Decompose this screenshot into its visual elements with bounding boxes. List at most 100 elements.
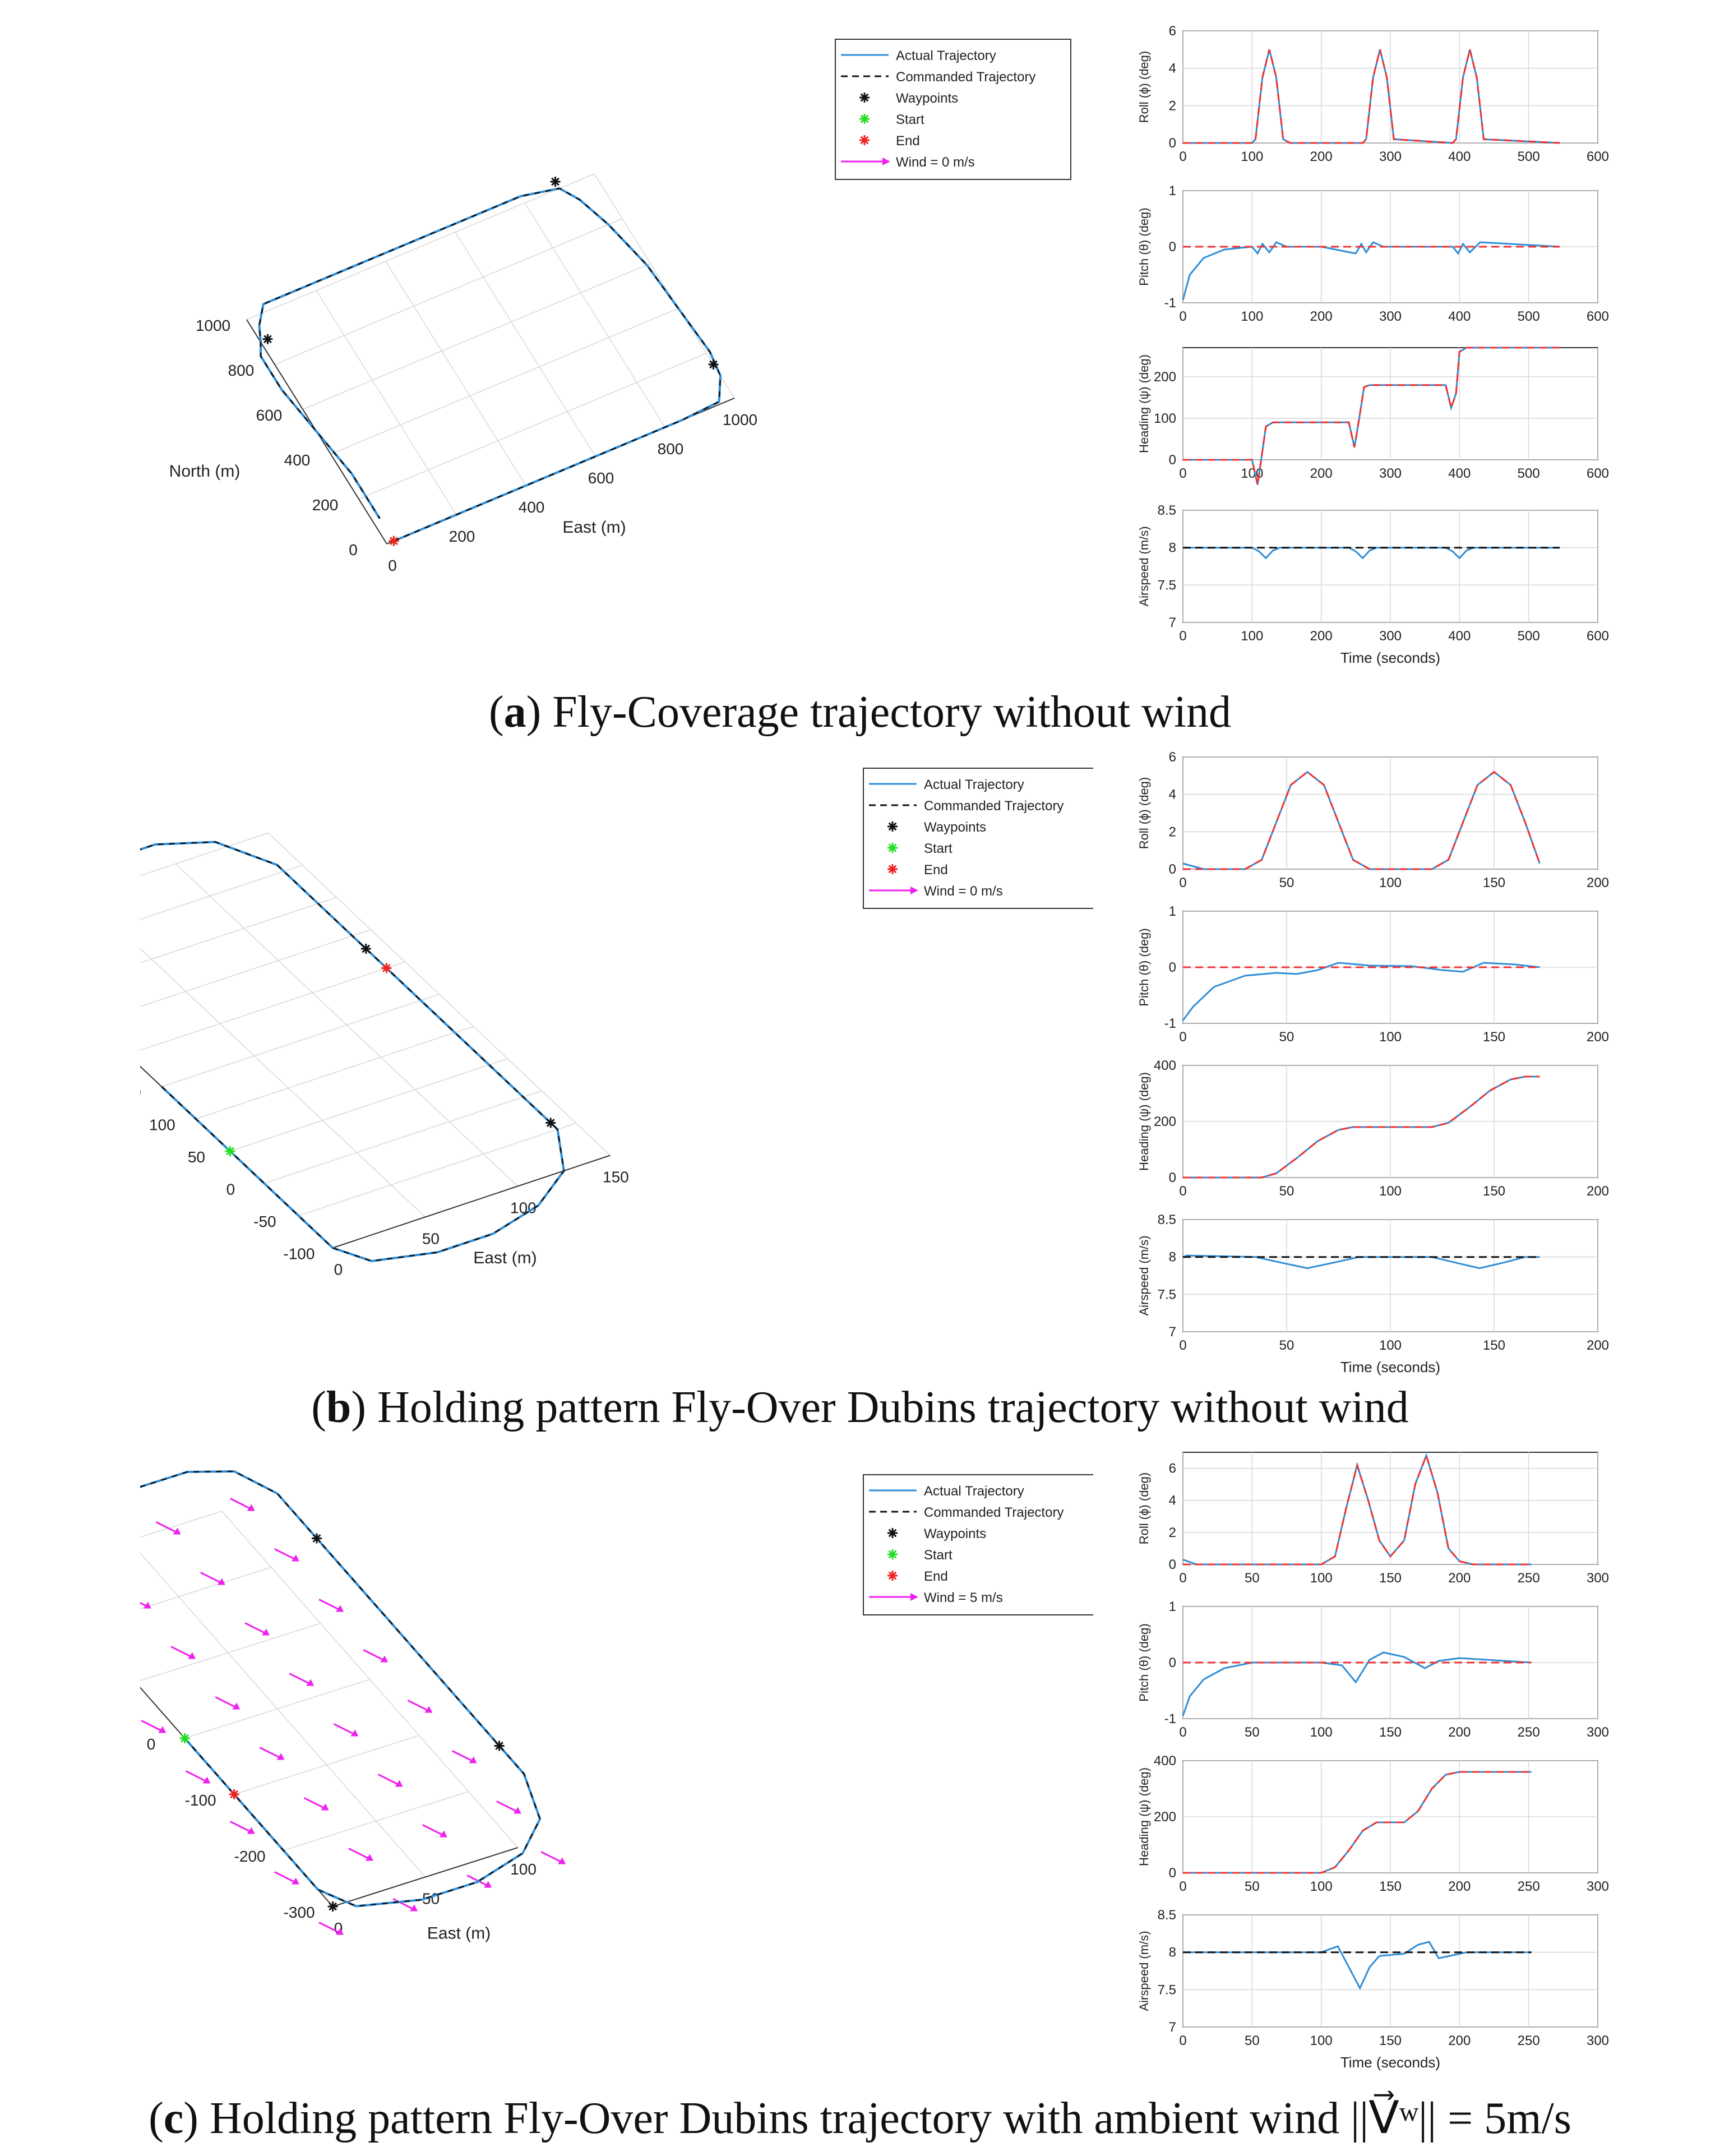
wind-arrow [185,1770,209,1783]
y-tick-label: 200 [1154,1114,1176,1129]
y-tick-label: 7.5 [1158,578,1176,593]
north-tick-label: -100 [283,1245,315,1263]
end-marker-stroke [382,964,391,972]
actual-trajectory-line [258,187,722,542]
x-tick-label: 150 [1379,1879,1402,1894]
wind-arrowhead [143,1601,151,1609]
wind-arrow [422,1824,446,1837]
legend-label: Actual Trajectory [924,777,1024,792]
floor-gridline [140,865,303,920]
roll-chart-b: 0 50 100 150 200 0 2 4 6 Roll (ϕ) (deg) [1137,751,1609,890]
waypoint-marker-stroke [329,1902,337,1911]
floor-gridline [140,1567,271,1610]
north-tick-label: 800 [228,362,255,379]
y-tick-label: 0 [1169,239,1176,255]
legend-swatch-marker [887,1528,898,1538]
legend-swatch-marker [887,864,898,874]
floor-gridline [184,1679,370,1739]
y-tick-label: 8.5 [1158,1214,1176,1227]
x-tick-label: 150 [1483,875,1505,890]
y-axis-label: Airspeed (m/s) [1137,1931,1151,2011]
north-axis-line [140,1065,334,1249]
x-tick-label: 200 [1448,1879,1471,1894]
legend-label: Wind = 5 m/s [924,1590,1003,1605]
wind-arrow [363,1649,386,1662]
y-tick-label: 6 [1169,751,1176,765]
roll-chart-a: 0 100 200 300 400 500 600 0 2 4 6 Roll (ϕ) (deg) [1137,25,1609,164]
floor-gridline [140,1623,321,1682]
wind-arrow [540,1851,564,1864]
wind-arrowhead [262,1628,270,1636]
legend-box [863,1474,1093,1615]
x-tick-label: 0 [1179,149,1186,164]
wind-arrowhead [158,1726,167,1733]
y-tick-label: 8 [1169,541,1176,556]
y-axis-label: Heading (ψ) (deg) [1137,354,1151,453]
y-tick-label: 6 [1169,25,1176,39]
wind-arrow [259,1747,283,1760]
x-tick-label: 50 [1245,1725,1260,1740]
north-tick-label: 400 [284,451,311,469]
east-tick-label: 400 [519,498,545,516]
actual-series-line [1183,547,1560,560]
wind-arrowhead [513,1807,521,1814]
actual-series-line [1183,1941,1532,1991]
y-tick-label: 2 [1169,1525,1176,1540]
commanded-trajectory-line [140,841,565,1262]
east-axis-label: East (m) [473,1249,537,1267]
y-tick-label: 4 [1169,61,1176,76]
start-marker-stroke [181,1734,189,1743]
legend-label: Commanded Trajectory [924,1505,1064,1520]
airspeed-chart-c: 0 50 100 150 200 250 300 7 7.5 8 8.5 Airspeed (m/s)… [1137,1909,1609,2071]
x-tick-label: 100 [1310,1571,1333,1586]
y-tick-label: 400 [1154,1755,1176,1769]
end-marker [389,535,399,546]
commanded-series-line [1183,1453,1532,1566]
east-tick-label: 50 [422,1230,440,1248]
floor-gridline [385,261,526,486]
east-tick-label: 1000 [723,411,757,428]
x-tick-label: 0 [1179,1029,1186,1045]
x-tick-label: 100 [1310,1725,1333,1740]
east-tick-label: 150 [603,1169,629,1186]
legend-swatch-marker-stroke [860,136,869,145]
wind-arrow [229,1821,253,1834]
wind-arrow [229,1498,253,1511]
x-tick-label: 200 [1587,1338,1609,1353]
waypoint-marker [545,1118,556,1128]
start-marker [225,1146,235,1156]
y-tick-label: 0 [1169,1655,1176,1670]
floor-gridline [302,263,651,410]
y-tick-label: -1 [1164,1711,1176,1726]
start-marker-stroke [226,1147,234,1156]
x-tick-label: 300 [1379,629,1402,644]
wind-arrow [244,1622,268,1635]
y-tick-label: 0 [1169,960,1176,975]
commanded-trajectory-line [140,1470,541,1907]
wind-arrowhead [395,1780,403,1787]
x-axis-label: Time (seconds) [1340,1359,1440,1375]
x-tick-label: 100 [1379,1029,1402,1045]
x-axis-label: Time (seconds) [1340,2054,1440,2071]
y-tick-label: 6 [1169,1461,1176,1476]
legend-swatch-marker [887,1549,898,1559]
x-tick-label: 250 [1518,1725,1540,1740]
floor-gridline [140,961,405,1051]
wind-arrowhead [336,1605,344,1612]
x-tick-label: 250 [1518,2033,1540,2048]
east-tick-label: 100 [510,1860,537,1878]
x-tick-label: 300 [1379,309,1402,324]
legend-label: Waypoints [924,1526,986,1541]
y-axis-label: Pitch (θ) (deg) [1137,1623,1151,1701]
x-tick-label: 500 [1518,466,1540,481]
x-tick-label: 50 [1279,1184,1294,1199]
legend-label: Commanded Trajectory [896,70,1035,85]
y-tick-label: 4 [1169,787,1176,802]
north-tick-label: -50 [253,1213,276,1230]
x-tick-label: 200 [1587,875,1609,890]
wind-arrow [333,1723,357,1736]
wind-arrow [274,1548,298,1561]
